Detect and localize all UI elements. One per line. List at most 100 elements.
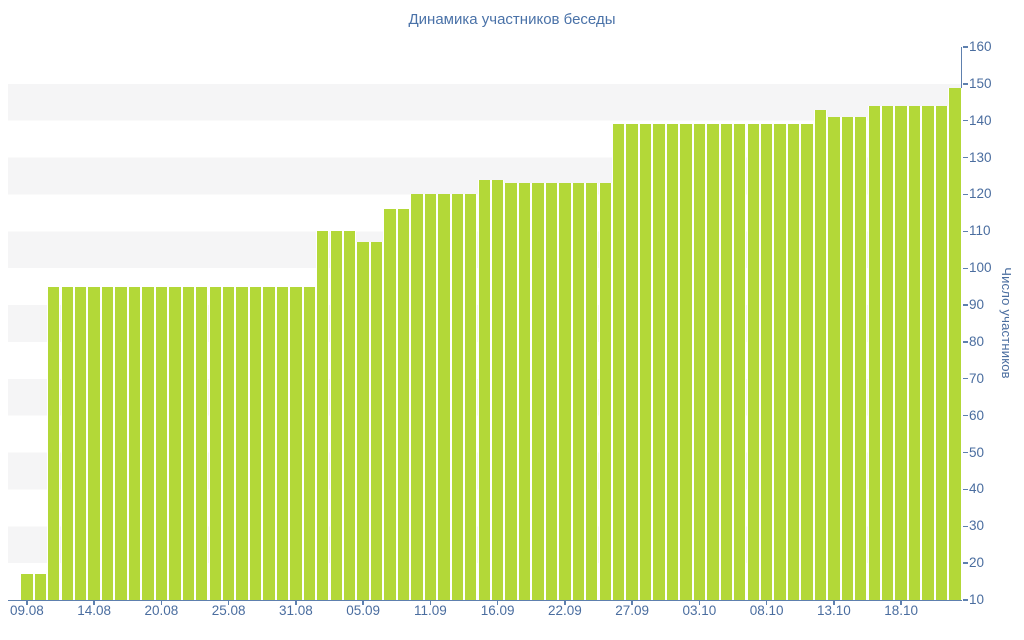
y-axis-tick xyxy=(962,46,968,48)
x-axis-tick-label: 27.09 xyxy=(615,603,650,618)
bar xyxy=(894,106,908,600)
bar xyxy=(329,231,343,600)
bar xyxy=(921,106,935,600)
bar xyxy=(544,183,559,600)
bar xyxy=(612,124,626,600)
bar xyxy=(464,194,478,600)
bar xyxy=(248,286,263,600)
bar xyxy=(316,231,330,600)
x-axis-tick xyxy=(295,600,297,605)
bar xyxy=(840,117,855,600)
bar xyxy=(934,106,949,600)
bar xyxy=(33,574,48,600)
y-axis-tick xyxy=(962,525,968,527)
bar xyxy=(558,183,572,600)
y-axis-tick-label: 120 xyxy=(969,186,992,202)
bar xyxy=(504,183,518,600)
bar xyxy=(638,124,653,600)
bar xyxy=(396,209,411,600)
bar xyxy=(114,286,128,600)
x-axis-tick xyxy=(93,600,95,605)
bar xyxy=(100,286,115,600)
bar xyxy=(356,242,370,600)
y-axis-tick-label: 110 xyxy=(969,223,991,239)
bar xyxy=(490,179,505,600)
y-axis-tick xyxy=(962,488,968,491)
bar xyxy=(369,242,384,600)
y-axis-tick xyxy=(962,193,968,196)
x-axis-tick xyxy=(698,600,701,605)
x-axis-tick-label: 14.08 xyxy=(77,603,112,618)
bar xyxy=(343,231,357,600)
x-axis-tick xyxy=(362,600,364,605)
y-axis-tick xyxy=(962,120,968,122)
bar xyxy=(195,286,209,600)
x-axis-tick-label: 05.09 xyxy=(346,603,381,618)
y-axis-tick-label: 140 xyxy=(969,112,992,128)
bar xyxy=(74,286,88,600)
bar xyxy=(127,286,142,600)
x-axis-tick xyxy=(900,600,902,605)
bar xyxy=(773,124,787,600)
bar xyxy=(87,286,101,600)
y-axis-tick xyxy=(962,414,968,417)
bar xyxy=(208,286,222,600)
bar xyxy=(20,574,34,600)
bar xyxy=(652,124,666,600)
bar xyxy=(423,194,438,600)
bar xyxy=(221,286,236,600)
plot-area xyxy=(8,47,962,601)
bar xyxy=(786,124,801,600)
bar xyxy=(262,286,276,600)
bar xyxy=(759,124,774,600)
bar xyxy=(477,179,491,600)
y-axis-tick xyxy=(962,562,968,564)
x-axis-tick xyxy=(496,600,499,605)
y-axis-tick xyxy=(962,304,968,306)
y-axis-tick xyxy=(962,156,968,159)
y-axis-tick xyxy=(962,341,968,343)
bar xyxy=(800,124,814,600)
bar xyxy=(275,286,290,600)
bar xyxy=(437,194,451,600)
x-axis-tick-label: 03.10 xyxy=(682,603,717,618)
y-axis-tick xyxy=(962,83,968,85)
x-axis-tick-label: 31.08 xyxy=(278,603,313,618)
y-axis-tick-label: 60 xyxy=(969,407,985,423)
y-axis-tick-label: 30 xyxy=(969,518,985,534)
bar xyxy=(181,286,195,600)
bar xyxy=(302,286,317,600)
bar xyxy=(450,194,464,600)
y-axis-tick-label: 130 xyxy=(969,149,992,165)
y-axis-tick xyxy=(962,599,968,601)
chart-title: Динамика участников беседы xyxy=(408,11,616,28)
bar xyxy=(289,286,303,600)
bar xyxy=(692,124,707,600)
bar xyxy=(813,109,828,600)
bar xyxy=(585,183,599,600)
x-axis-tick-label: 20.08 xyxy=(144,603,179,618)
x-axis-tick-label: 25.08 xyxy=(211,603,246,618)
bar xyxy=(867,106,881,600)
y-axis-tick-label: 80 xyxy=(969,333,985,349)
bar xyxy=(141,286,155,600)
y-axis-tick xyxy=(962,267,968,269)
bar xyxy=(665,124,680,600)
x-axis-tick xyxy=(26,600,28,605)
y-axis-tick xyxy=(962,378,968,380)
bar xyxy=(679,124,693,600)
bar xyxy=(47,286,61,600)
x-axis-tick-label: 11.09 xyxy=(414,603,447,618)
x-axis-tick-label: 13.10 xyxy=(816,603,851,618)
y-axis-tick-label: 20 xyxy=(969,555,985,571)
bar xyxy=(517,183,532,600)
y-axis-tick xyxy=(962,451,968,454)
bar xyxy=(571,183,586,600)
bar xyxy=(531,183,545,600)
y-axis-tick-label: 100 xyxy=(969,260,992,276)
bar xyxy=(854,117,868,600)
bar xyxy=(746,124,760,600)
bar xyxy=(598,183,612,600)
x-axis-tick xyxy=(631,600,633,605)
